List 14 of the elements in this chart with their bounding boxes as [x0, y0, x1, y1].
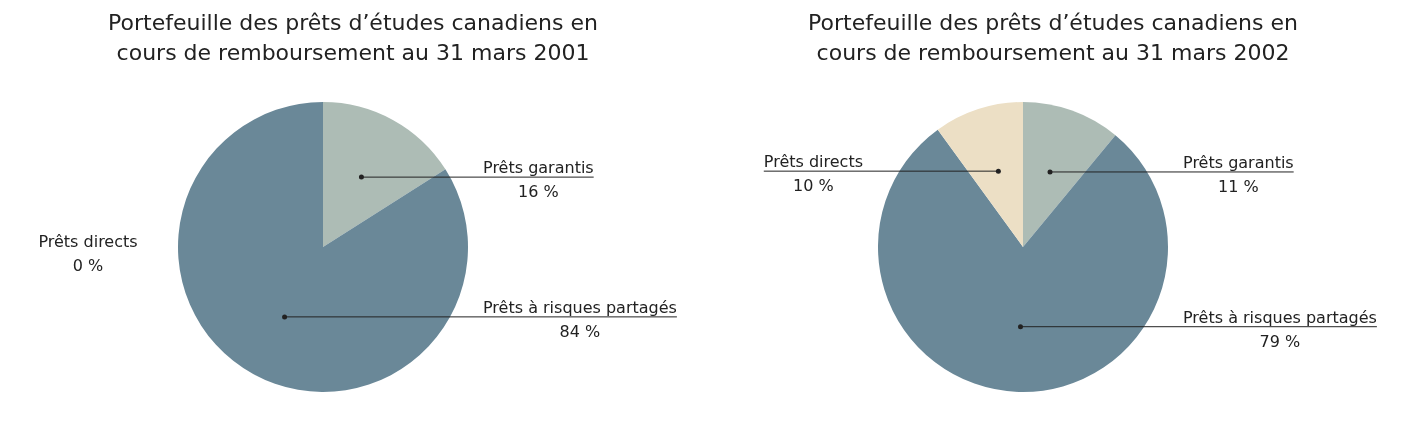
data-label: 10 %: [793, 176, 834, 196]
data-label: 11 %: [1218, 176, 1259, 196]
data-label: 16 %: [518, 182, 559, 202]
slice-label: Prêts garantis: [483, 158, 594, 178]
slice-label: Prêts garantis: [1183, 152, 1294, 172]
text: 0 %: [72, 256, 104, 275]
chart-title: Portefeuille des prêts d’études canadiens en cours de remboursement au 31 mars 2002: [807, 9, 1299, 67]
slice-label: Prêts à risques partagés: [1183, 307, 1377, 327]
slice-label: Prêts directs: [763, 152, 863, 172]
data-label: 84 %: [559, 321, 601, 341]
chart-title: Portefeuille des prêts d’études canadiens en cours de remboursement au 31 mars 2001: [107, 9, 599, 67]
data-label: 79 %: [1259, 331, 1301, 351]
slice-label: Prêts à risques partagés: [483, 297, 677, 317]
category-label: Prêts directs: [38, 232, 138, 251]
